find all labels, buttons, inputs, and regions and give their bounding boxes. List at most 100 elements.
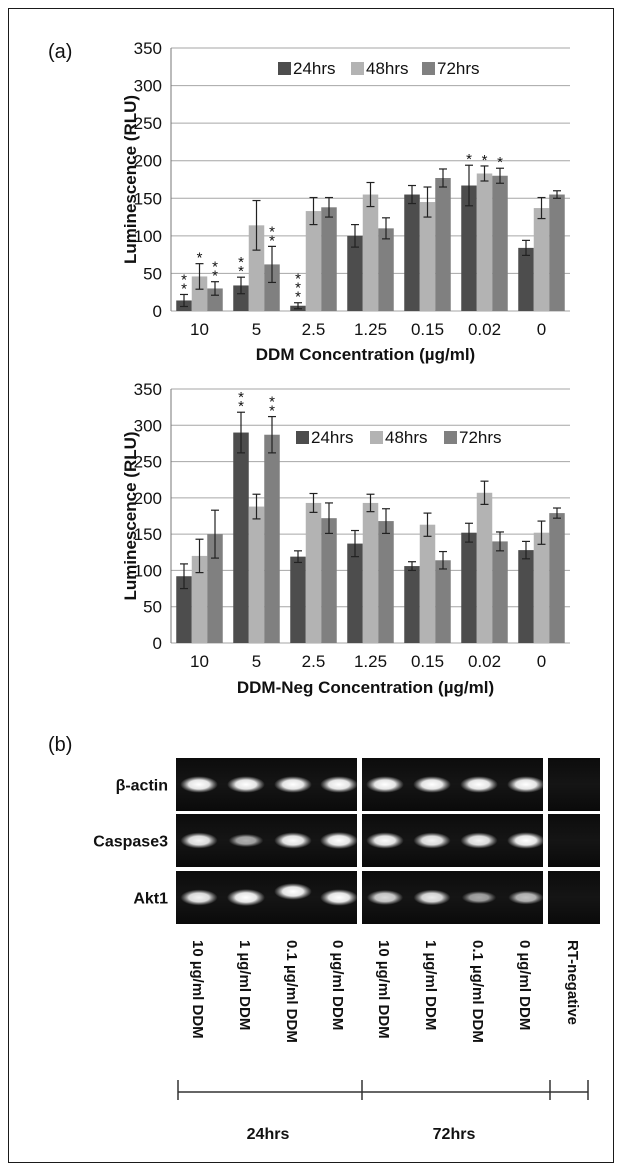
gel-band-Akt1-lane-4 bbox=[320, 889, 358, 906]
gel-block bbox=[548, 871, 600, 924]
chart2-bar-48hrs-0.02 bbox=[476, 492, 493, 643]
svg-text:*: * bbox=[295, 280, 301, 297]
svg-text:*: * bbox=[269, 394, 275, 411]
gel-band-Caspase3-lane-3 bbox=[274, 832, 312, 849]
chart2-error-bar bbox=[252, 493, 261, 520]
chart2-significance-marker: ** bbox=[238, 389, 244, 415]
chart1-error-bar bbox=[252, 199, 261, 251]
chart2-bar-48hrs-1.25 bbox=[362, 502, 379, 643]
chart2-bar-72hrs-0.15 bbox=[435, 560, 451, 643]
chart2-x-tick-label: 5 bbox=[252, 652, 261, 671]
chart2-error-bar bbox=[195, 538, 204, 574]
chart1-legend: 24hrs 48hrs 72hrs bbox=[278, 59, 480, 78]
chart2-x-tick-label: 0 bbox=[537, 652, 546, 671]
chart1-error-bar bbox=[237, 276, 245, 295]
chart1-bar-24hrs-5 bbox=[233, 285, 249, 311]
gel-band-Akt1-lane-8 bbox=[508, 890, 544, 905]
gel-band-Caspase3-lane-5 bbox=[366, 832, 404, 849]
gel-band-β-actin-lane-3 bbox=[274, 776, 312, 793]
chart2-y-tick-label: 100 bbox=[134, 561, 162, 580]
chart1-bar-24hrs-1.25 bbox=[347, 235, 363, 311]
gel-block bbox=[548, 758, 600, 811]
chart2-bar-24hrs-10 bbox=[176, 576, 192, 643]
chart1-legend-swatch-24hrs bbox=[278, 62, 291, 75]
chart1-bar-72hrs-5 bbox=[264, 264, 280, 311]
chart1-significance-marker: ** bbox=[181, 271, 187, 297]
svg-text:*: * bbox=[212, 268, 218, 285]
chart2-error-bar bbox=[237, 411, 245, 454]
chart1-error-bar bbox=[522, 239, 530, 256]
gel-row-label-Caspase3: Caspase3 bbox=[93, 834, 168, 851]
gel-band-Akt1-lane-7 bbox=[461, 891, 497, 904]
chart1-significance-marker: ** bbox=[238, 254, 244, 280]
chart2-bar-72hrs-5 bbox=[264, 434, 280, 643]
gel-band-β-actin-lane-6 bbox=[413, 776, 451, 793]
chart1-error-bar bbox=[195, 263, 204, 290]
gel-band-β-actin-lane-2 bbox=[227, 776, 265, 793]
gel-lane-label: 0.1 µg/ml DDM bbox=[283, 940, 300, 1043]
gel-band-Caspase3-lane-7 bbox=[460, 832, 498, 849]
chart2-x-tick-label: 1.25 bbox=[354, 652, 387, 671]
chart2-bar-24hrs-5 bbox=[233, 432, 249, 643]
chart1-error-bar bbox=[382, 217, 390, 240]
chart2-error-bar bbox=[439, 550, 447, 570]
gel-lane-label: 1 µg/ml DDM bbox=[236, 940, 253, 1030]
chart1-x-tick-label: 0 bbox=[537, 320, 546, 339]
chart2-legend-swatch-24hrs bbox=[296, 431, 309, 444]
chart2-y-tick-label: 200 bbox=[134, 489, 162, 508]
gel-band-β-actin-lane-1 bbox=[180, 776, 218, 793]
chart1-error-bar bbox=[268, 245, 276, 284]
chart1-y-tick-label: 250 bbox=[134, 114, 162, 133]
chart1-error-bar bbox=[325, 196, 333, 218]
svg-text:*: * bbox=[212, 259, 218, 276]
chart2-error-bar bbox=[408, 561, 416, 572]
chart2-x-axis-title: DDM-Neg Concentration (µg/ml) bbox=[237, 678, 494, 697]
chart1-x-tick-label: 0.15 bbox=[411, 320, 444, 339]
chart1-error-bar bbox=[465, 164, 473, 207]
chart1-bar-72hrs-0 bbox=[549, 194, 565, 311]
chart2-error-bar bbox=[522, 540, 530, 560]
chart1-legend-swatch-48hrs bbox=[351, 62, 364, 75]
gel-electrophoresis-panel: β-actin Caspase3 Akt1 10 µg/ml DDM 1 µg/ml D… bbox=[93, 758, 600, 1143]
chart2-error-bar bbox=[325, 502, 333, 535]
chart1-significance-marker: ** bbox=[212, 259, 218, 285]
chart1-y-tick-label: 200 bbox=[134, 152, 162, 171]
chart1-bar-48hrs-10 bbox=[191, 276, 208, 311]
chart2-error-bar bbox=[480, 480, 489, 505]
chart2-x-tick-label: 2.5 bbox=[302, 652, 326, 671]
chart1-error-bar bbox=[180, 293, 188, 308]
chart1-legend-label-24hrs: 24hrs bbox=[293, 59, 336, 78]
chart2-legend-label-72hrs: 72hrs bbox=[459, 428, 502, 447]
svg-text:*: * bbox=[238, 263, 244, 280]
gel-group-label-72hrs: 72hrs bbox=[433, 1126, 476, 1143]
svg-text:*: * bbox=[295, 289, 301, 306]
chart2-bar-24hrs-0 bbox=[518, 550, 534, 643]
chart1-error-bar bbox=[351, 223, 359, 248]
gel-band-Caspase3-lane-2 bbox=[228, 833, 264, 848]
chart2-error-bar bbox=[423, 512, 432, 537]
chart2-error-bar bbox=[180, 563, 188, 590]
svg-text:*: * bbox=[181, 271, 187, 288]
chart1-bar-48hrs-0 bbox=[533, 208, 550, 311]
chart2-bar-72hrs-10 bbox=[207, 534, 223, 643]
chart1-significance-marker: ** bbox=[269, 223, 275, 249]
gel-lane-label: 10 µg/ml DDM bbox=[189, 940, 206, 1039]
gel-band-β-actin-lane-5 bbox=[366, 776, 404, 793]
chart1-x-axis-title: DDM Concentration (µg/ml) bbox=[256, 345, 475, 364]
chart2-legend-label-24hrs: 24hrs bbox=[311, 428, 354, 447]
svg-text:*: * bbox=[497, 154, 503, 171]
chart2-error-bar bbox=[496, 531, 504, 552]
gel-lane-label: 10 µg/ml DDM bbox=[375, 940, 392, 1039]
chart1-bar-48hrs-0.02 bbox=[476, 173, 493, 311]
chart2-bar-48hrs-0.15 bbox=[419, 524, 436, 643]
chart1-bar-48hrs-1.25 bbox=[362, 194, 379, 311]
gel-group-bracket bbox=[177, 1080, 589, 1100]
gel-band-β-actin-lane-4 bbox=[320, 776, 358, 793]
chart2-bar-24hrs-0.02 bbox=[461, 532, 477, 643]
chart2-x-tick-label: 0.15 bbox=[411, 652, 444, 671]
chart2-bar-24hrs-0.15 bbox=[404, 566, 420, 643]
chart2-error-bar bbox=[366, 493, 375, 513]
chart1-bar-72hrs-1.25 bbox=[378, 228, 394, 311]
chart2-bar-72hrs-0.02 bbox=[492, 541, 508, 643]
chart2-bar-24hrs-2.5 bbox=[290, 556, 306, 643]
